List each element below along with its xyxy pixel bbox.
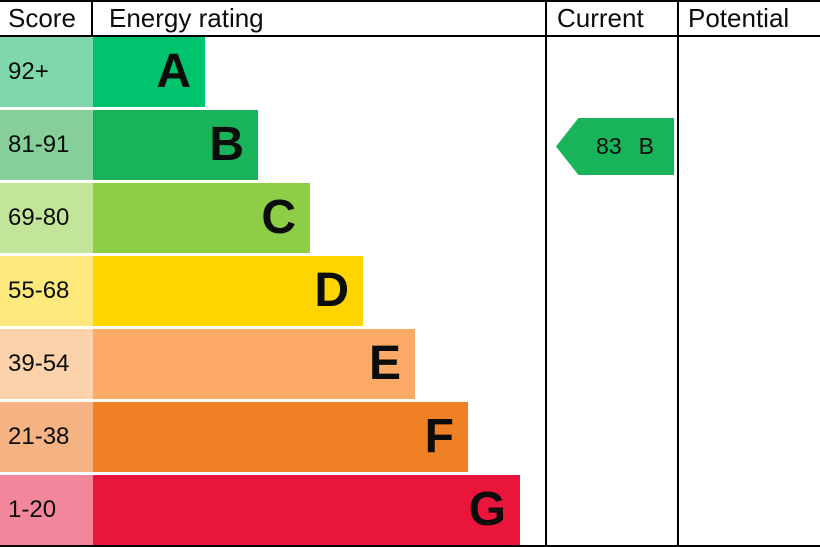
score-range: 21-38	[0, 402, 93, 472]
score-range: 1-20	[0, 475, 93, 545]
header-potential: Potential	[688, 3, 790, 33]
band-row-b: 81-91 B	[0, 110, 545, 183]
score-range: 69-80	[0, 183, 93, 253]
band-row-f: 21-38 F	[0, 402, 545, 475]
rating-letter: G	[468, 483, 506, 536]
rating-bar-f: F	[93, 402, 468, 472]
rating-bar-c: C	[93, 183, 310, 253]
band-row-g: 1-20 G	[0, 475, 545, 545]
band-row-c: 69-80 C	[0, 183, 545, 256]
rating-letter: F	[424, 410, 454, 463]
rating-letter: B	[209, 118, 244, 171]
score-range: 92+	[0, 37, 93, 107]
header-energy-rating: Energy rating	[109, 3, 264, 33]
current-band-letter: B	[638, 133, 654, 159]
header-score: Score	[0, 2, 93, 35]
rating-letter: D	[314, 264, 349, 317]
rating-bar-a: A	[93, 37, 205, 107]
score-range: 55-68	[0, 256, 93, 326]
rating-letter: C	[261, 191, 296, 244]
column-divider-current	[545, 2, 547, 545]
rating-bar-g: G	[93, 475, 520, 545]
band-row-e: 39-54 E	[0, 329, 545, 402]
score-range: 81-91	[0, 110, 93, 180]
current-score-value: 83	[596, 133, 622, 159]
header-row: Score Energy rating Current Potential	[0, 2, 820, 37]
rating-bar-b: B	[93, 110, 258, 180]
band-row-a: 92+ A	[0, 37, 545, 110]
column-divider-potential	[677, 2, 679, 545]
current-rating-marker: 83 B	[556, 118, 674, 175]
rating-letter: A	[156, 45, 191, 98]
band-row-d: 55-68 D	[0, 256, 545, 329]
rating-letter: E	[368, 337, 401, 390]
header-current: Current	[557, 3, 644, 33]
rating-bar-d: D	[93, 256, 363, 326]
score-range: 39-54	[0, 329, 93, 399]
rating-bands: 92+ A 81-91 B 69-80 C 55-68 D 39-54 E 21…	[0, 37, 545, 545]
rating-bar-e: E	[93, 329, 415, 399]
